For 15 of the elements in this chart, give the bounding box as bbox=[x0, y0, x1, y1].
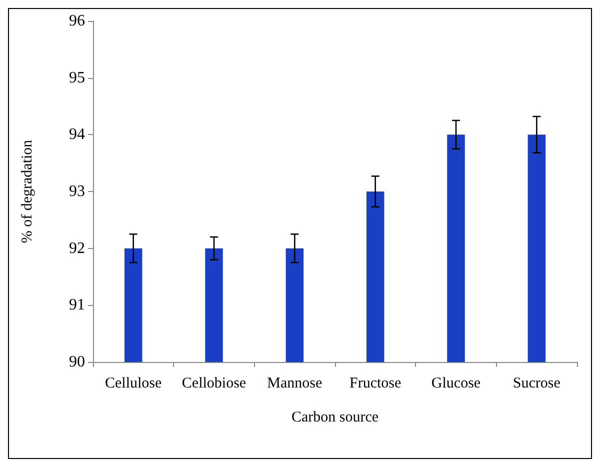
y-tick-label: 95 bbox=[69, 69, 85, 86]
y-tick-label: 96 bbox=[69, 12, 85, 30]
x-tick-label: Cellulose bbox=[104, 376, 162, 392]
x-tick-label: Sucrose bbox=[512, 376, 561, 392]
x-tick-label: Cellobiose bbox=[182, 376, 246, 392]
y-tick-label: 92 bbox=[69, 240, 85, 257]
y-tick-label: 90 bbox=[69, 354, 85, 370]
y-tick-label: 91 bbox=[69, 296, 85, 314]
x-axis-title: Carbon source bbox=[291, 410, 379, 426]
x-tick-label: Mannose bbox=[267, 376, 322, 392]
y-axis-title: % of degradation bbox=[20, 139, 36, 244]
x-tick-label: Glucose bbox=[431, 376, 481, 392]
y-tick-label: 93 bbox=[69, 183, 85, 200]
y-tick-label: 94 bbox=[69, 126, 85, 144]
x-tick-label: Fructose bbox=[349, 376, 402, 392]
